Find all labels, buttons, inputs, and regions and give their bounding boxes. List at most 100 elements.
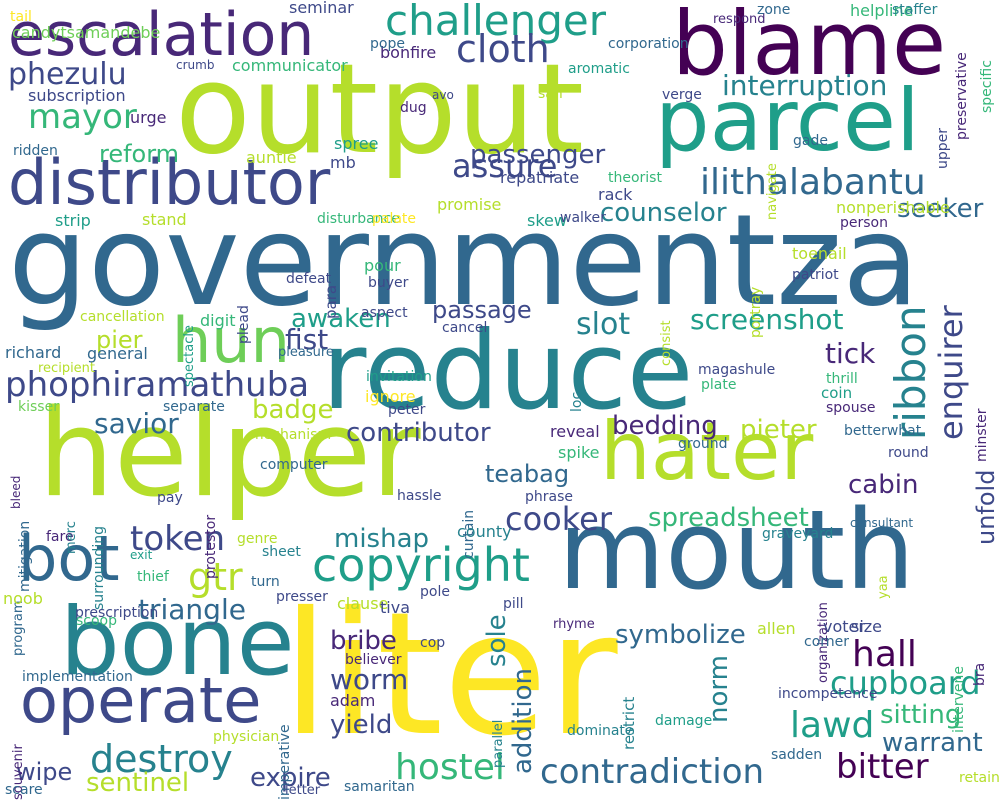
cloud-word: corporation xyxy=(608,36,689,52)
cloud-word: dug xyxy=(400,100,427,116)
cloud-word: cloth xyxy=(456,27,550,71)
cloud-word: cupboard xyxy=(830,664,981,702)
cloud-word: hun xyxy=(172,304,290,377)
cloud-word: defeat xyxy=(286,271,332,287)
cloud-word: ribbon xyxy=(886,305,935,440)
cloud-word: ignore xyxy=(365,387,416,406)
cloud-word: lawd xyxy=(790,705,875,746)
cloud-word: presser xyxy=(276,589,328,605)
cloud-word: scare xyxy=(5,782,43,798)
cloud-word: san xyxy=(538,86,563,102)
cloud-word: disturbance xyxy=(317,211,400,227)
cloud-word: phrase xyxy=(525,489,574,505)
cloud-word: avo xyxy=(432,88,454,102)
cloud-word: output xyxy=(175,38,584,182)
cloud-word: distributor xyxy=(8,146,331,219)
cloud-word: governmentza xyxy=(8,187,920,334)
cloud-word: sentinel xyxy=(86,768,190,798)
cloud-word: parallel xyxy=(491,719,506,768)
cloud-word: genre xyxy=(237,531,278,547)
cloud-word: separate xyxy=(163,399,225,415)
cloud-word: cancel xyxy=(442,320,488,336)
cloud-word: pier xyxy=(96,326,143,354)
cloud-word: liter xyxy=(282,576,618,774)
cloud-word: ground xyxy=(678,436,728,452)
cloud-word: computer xyxy=(260,457,328,473)
cloud-word: passage xyxy=(432,296,532,324)
cloud-word: promise xyxy=(437,195,502,214)
cloud-word: candytsamandebe xyxy=(12,23,161,42)
cloud-word: spike xyxy=(558,443,600,462)
cloud-word: theorist xyxy=(608,170,662,186)
cloud-word: tick xyxy=(825,337,876,370)
cloud-word: awaken xyxy=(291,304,391,334)
cloud-word: slot xyxy=(576,307,631,342)
cloud-word: badge xyxy=(252,395,334,425)
cloud-word: challenger xyxy=(385,0,607,45)
cloud-word: triangle xyxy=(138,593,246,626)
cloud-word: turn xyxy=(251,574,280,590)
cloud-word: rack xyxy=(598,185,633,204)
cloud-word: ilithalabantu xyxy=(700,162,926,203)
cloud-word: subscription xyxy=(28,86,126,105)
cloud-word: contradiction xyxy=(540,752,765,792)
cloud-word: noob xyxy=(3,589,43,608)
cloud-word: pill xyxy=(503,596,524,612)
cloud-word: incompetence xyxy=(778,686,878,702)
cloud-word: cancellation xyxy=(80,309,165,325)
cloud-word: reveal xyxy=(550,422,600,441)
cloud-word: samaritan xyxy=(344,779,415,795)
cloud-word: protestor xyxy=(203,514,219,579)
cloud-word: clause xyxy=(337,594,389,613)
cloud-word: scoop xyxy=(76,613,118,629)
cloud-word: contributor xyxy=(346,418,491,448)
cloud-word: pieter xyxy=(740,415,817,445)
cloud-word: pole xyxy=(420,584,450,600)
cloud-word: spreadsheet xyxy=(648,503,809,533)
cloud-word: program xyxy=(11,600,26,657)
cloud-word: parcel xyxy=(655,71,920,171)
cloud-word: pour xyxy=(364,256,401,275)
cloud-word: communicator xyxy=(232,56,348,75)
cloud-word: adam xyxy=(330,691,376,710)
cloud-word: respond xyxy=(713,12,766,27)
cloud-word: stand xyxy=(142,210,187,229)
cloud-word: expire xyxy=(250,763,331,793)
cloud-word: voter xyxy=(823,617,865,636)
cloud-word: copyright xyxy=(312,538,530,592)
cloud-word: unfold xyxy=(972,469,1000,545)
cloud-word: hater xyxy=(600,405,814,498)
cloud-word: assure xyxy=(452,147,558,185)
cloud-word: helpline xyxy=(850,1,914,20)
cloud-word: mayor xyxy=(28,97,137,137)
cloud-word: betterwhat xyxy=(844,423,922,439)
cloud-word: mechanism xyxy=(250,427,332,443)
cloud-word: consultant xyxy=(850,516,914,530)
cloud-word: seminar xyxy=(289,0,354,17)
cloud-word: round xyxy=(888,445,929,461)
cloud-word: bribe xyxy=(330,626,397,656)
cloud-word: sitting xyxy=(880,700,962,730)
cloud-word: believer xyxy=(345,652,402,668)
cloud-word: para xyxy=(322,284,340,319)
cloud-word: digit xyxy=(200,311,236,330)
cloud-word: physician xyxy=(213,729,280,745)
cloud-word: peter xyxy=(388,402,426,418)
cloud-word: county xyxy=(457,522,512,541)
cloud-word: kisser xyxy=(18,399,59,415)
cloud-word: counselor xyxy=(600,198,727,228)
cloud-word: spectacle xyxy=(182,325,197,387)
cloud-word: navigate xyxy=(765,163,780,220)
cloud-word: size xyxy=(851,617,883,636)
cloud-word: pleasure xyxy=(278,345,334,360)
cloud-word: tail xyxy=(10,9,32,25)
cloud-word: fist xyxy=(285,323,329,356)
cloud-word: nonperishable xyxy=(836,198,950,217)
cloud-word: wipe xyxy=(16,758,73,786)
cloud-word: plead xyxy=(236,305,252,344)
cloud-word: sadden xyxy=(771,747,823,763)
cloud-word: minster xyxy=(974,408,990,462)
cloud-word: toenail xyxy=(792,244,847,263)
cloud-word: cooker xyxy=(505,500,612,538)
cloud-word: bonfire xyxy=(380,43,437,62)
